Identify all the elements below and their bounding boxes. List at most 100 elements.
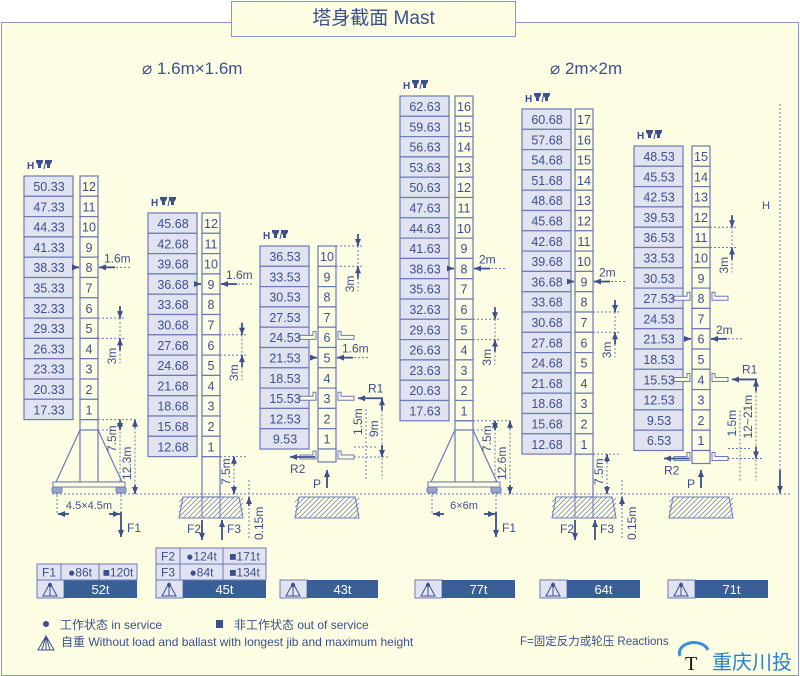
- mast-section-number: 7: [324, 311, 331, 325]
- reaction-name: F3: [161, 566, 175, 580]
- height-value: 30.53: [643, 272, 674, 286]
- mast-section-number: 8: [324, 291, 331, 305]
- hatch-line: [343, 502, 360, 519]
- height-value: 41.63: [409, 242, 440, 256]
- hatch-line: [232, 507, 244, 519]
- hatch-line: [551, 496, 558, 503]
- base-dim-arrow-head: [433, 511, 440, 517]
- self-weight-value: 71t: [722, 582, 740, 597]
- slash: [541, 92, 545, 103]
- mast-section-number: 2: [208, 420, 215, 434]
- self-weight-value: 64t: [594, 582, 612, 597]
- mast-section-number: 6: [324, 331, 331, 345]
- height-pointer-arrow-head: [567, 278, 574, 285]
- wheel-icon: [115, 486, 127, 494]
- hatch-line: [551, 496, 568, 513]
- height-value: 30.68: [531, 316, 562, 330]
- height-value: 45.68: [531, 215, 562, 229]
- page-title: 塔身截面 Mast: [231, 1, 516, 37]
- collar-shape: [337, 330, 355, 340]
- base-dim-arrow-head: [488, 511, 495, 517]
- dim-arrow-head: [753, 379, 759, 387]
- height-cell: [23, 398, 74, 421]
- mast-section-number: 3: [86, 363, 93, 377]
- wheel-icon: [51, 486, 63, 494]
- self-weight-bar: [567, 580, 640, 598]
- mast-section-number: 8: [461, 262, 468, 276]
- hatch-line: [207, 496, 230, 519]
- height-cell: [633, 429, 684, 452]
- legend-self-weight: 自重 Without load and ballast with longest…: [61, 635, 414, 649]
- self-weight-value: 45t: [215, 582, 233, 597]
- height-header: H: [403, 79, 428, 92]
- height-value: 23.63: [409, 364, 440, 378]
- tie-collar-icon: [299, 330, 317, 340]
- mast-base-section: [574, 453, 594, 498]
- collar-shape: [673, 291, 691, 301]
- mast-section-number: 9: [461, 242, 468, 256]
- collar-shape: [337, 391, 355, 401]
- hatch-line: [294, 496, 316, 518]
- force-arrow-head: [118, 530, 124, 537]
- reaction-out-of-service: ■134t: [229, 566, 260, 580]
- height-value: 24.68: [531, 357, 562, 371]
- mast-section-number: 3: [581, 397, 588, 411]
- height-value: 59.63: [409, 120, 440, 134]
- height-value: 26.33: [33, 342, 64, 356]
- hatch-line: [348, 507, 360, 519]
- self-weight-bar: [307, 580, 378, 598]
- height-value: 39.68: [157, 258, 188, 272]
- height-label: H: [27, 161, 34, 172]
- mast-base-section: [317, 448, 337, 463]
- height-cell: [259, 428, 310, 450]
- height-value: 6.53: [647, 434, 671, 448]
- mast-section-number: 6: [208, 339, 215, 353]
- mast-section-number: 11: [83, 200, 96, 214]
- force-label: F1: [127, 521, 141, 535]
- height-value: 24.53: [643, 312, 674, 326]
- reaction-r2-arrow-head: [290, 454, 297, 460]
- mast-section-number: 2: [698, 414, 705, 428]
- tie-collar-icon: [711, 372, 729, 382]
- mast-section-number: 4: [86, 342, 93, 356]
- hatch-line: [187, 496, 210, 519]
- foundation-depth-label: 0.15m: [625, 507, 639, 540]
- height-pointer-arrow-head: [194, 281, 201, 288]
- mast-section-number: 17: [577, 113, 591, 127]
- lower-height-label: 7.5m: [105, 425, 119, 452]
- height-value: 24.68: [157, 359, 188, 373]
- spacing-label: 3m: [717, 257, 731, 274]
- hook-icon: [412, 80, 419, 88]
- height-value: 53.63: [409, 161, 440, 175]
- height-header: H: [263, 229, 288, 242]
- hatch-line: [590, 496, 613, 519]
- self-weight-legend-icon: [37, 634, 55, 651]
- hatch-line: [192, 496, 215, 519]
- mast-section-number: 1: [208, 440, 215, 454]
- height-cell: [147, 435, 198, 458]
- height-value: 39.53: [643, 211, 674, 225]
- mast-section-number: 12: [204, 217, 218, 231]
- section-size-label: 1.6m: [342, 342, 369, 356]
- mast-section-number: 9: [324, 270, 331, 284]
- hook-icon: [45, 160, 52, 168]
- hatch-line: [178, 496, 185, 503]
- force-label: F3: [600, 522, 614, 536]
- mast-section-number: 1: [86, 403, 93, 417]
- reaction-in-service: ●84t: [190, 566, 215, 580]
- spacing-arrow-head: [117, 338, 123, 346]
- hook-icon: [655, 130, 662, 138]
- hatch-line: [212, 496, 235, 519]
- spacing-label: 3m: [480, 349, 494, 366]
- hatch-line: [677, 496, 700, 519]
- mast-section-number: 6: [461, 303, 468, 317]
- height-value: 27.53: [269, 311, 300, 325]
- force-arrow-head: [592, 520, 598, 527]
- height-value: 42.68: [157, 237, 188, 251]
- force-arrow-head: [219, 520, 225, 527]
- self-weight-bar: [695, 580, 768, 598]
- height-pointer-arrow-head: [72, 264, 79, 271]
- hatch-line: [294, 496, 311, 513]
- height-value: 9.53: [273, 433, 297, 447]
- mast-section-number: 2: [581, 418, 588, 432]
